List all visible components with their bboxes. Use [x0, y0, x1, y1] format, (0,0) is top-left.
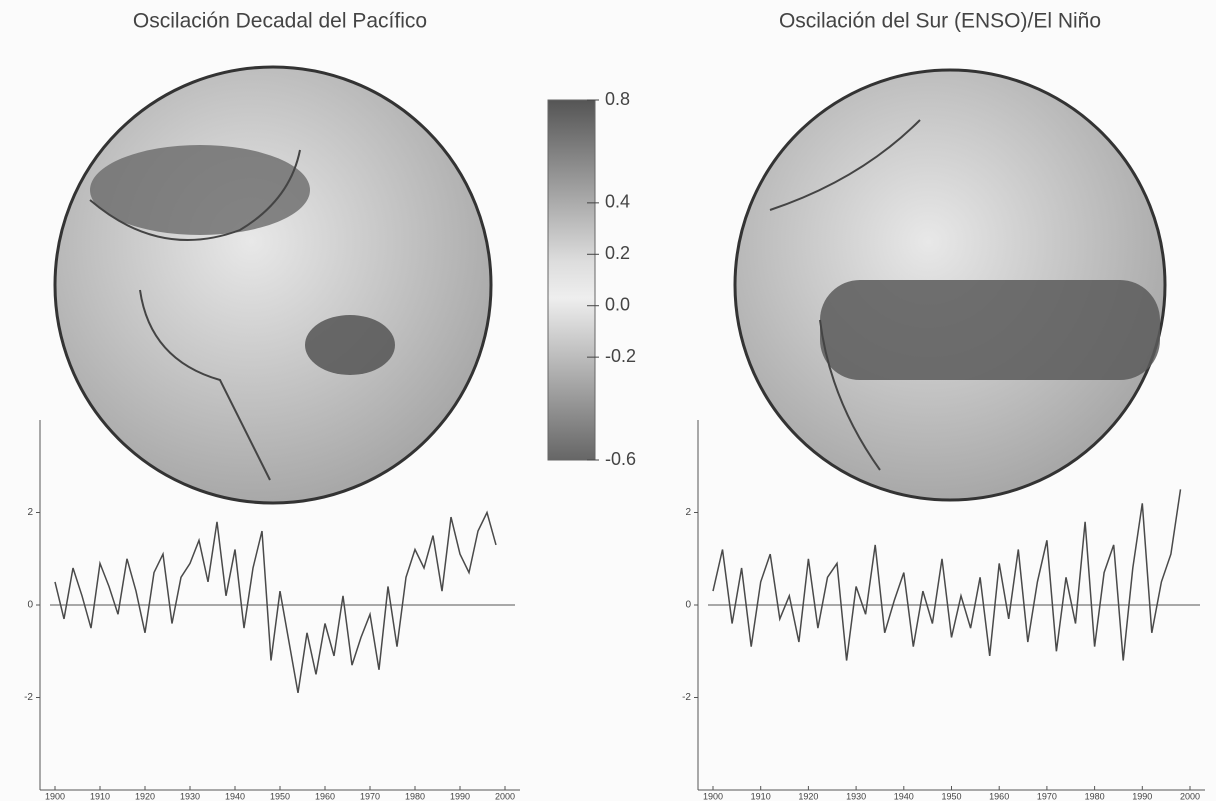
- x-tick-label: 1970: [1037, 791, 1057, 801]
- y-tick-label: 2: [27, 507, 33, 518]
- colorbar-tick-label: 0.8: [605, 89, 630, 109]
- y-tick-label: 0: [27, 600, 33, 611]
- x-tick-label: 1930: [180, 791, 200, 801]
- x-tick-label: 1950: [941, 791, 961, 801]
- colorbar: [547, 99, 596, 461]
- x-tick-label: 1920: [798, 791, 818, 801]
- globe-right: [733, 68, 1167, 502]
- colorbar-tick-label: 0.4: [605, 192, 630, 212]
- colorbar-tick-label: 0.2: [605, 243, 630, 263]
- colorbar-tick-label: -0.2: [605, 346, 636, 366]
- x-tick-label: 2000: [495, 791, 515, 801]
- x-tick-label: 1920: [135, 791, 155, 801]
- x-tick-label: 1940: [894, 791, 914, 801]
- y-tick-label: -2: [24, 692, 33, 703]
- chart-title: Oscilación Decadal del Pacífico: [133, 10, 427, 33]
- x-tick-label: 1900: [45, 791, 65, 801]
- chart-title: Oscilación del Sur (ENSO)/El Niño: [779, 10, 1101, 33]
- x-tick-label: 2000: [1180, 791, 1200, 801]
- x-tick-label: 1990: [1132, 791, 1152, 801]
- x-tick-label: 1930: [846, 791, 866, 801]
- globe-left: [53, 65, 493, 505]
- x-tick-label: 1980: [1085, 791, 1105, 801]
- colorbar-tick-label: -0.6: [605, 449, 636, 469]
- y-tick-label: 0: [685, 600, 691, 611]
- x-tick-label: 1980: [405, 791, 425, 801]
- x-tick-label: 1910: [90, 791, 110, 801]
- x-tick-label: 1950: [270, 791, 290, 801]
- x-tick-label: 1990: [450, 791, 470, 801]
- x-tick-label: 1900: [703, 791, 723, 801]
- y-tick-label: 2: [685, 507, 691, 518]
- x-tick-label: 1910: [751, 791, 771, 801]
- x-tick-label: 1970: [360, 791, 380, 801]
- x-tick-label: 1940: [225, 791, 245, 801]
- colorbar-tick-label: 0.0: [605, 294, 630, 314]
- series-line: [54, 510, 497, 694]
- x-tick-label: 1960: [989, 791, 1009, 801]
- series-line: [712, 489, 1182, 661]
- x-tick-label: 1960: [315, 791, 335, 801]
- y-tick-label: -2: [682, 692, 691, 703]
